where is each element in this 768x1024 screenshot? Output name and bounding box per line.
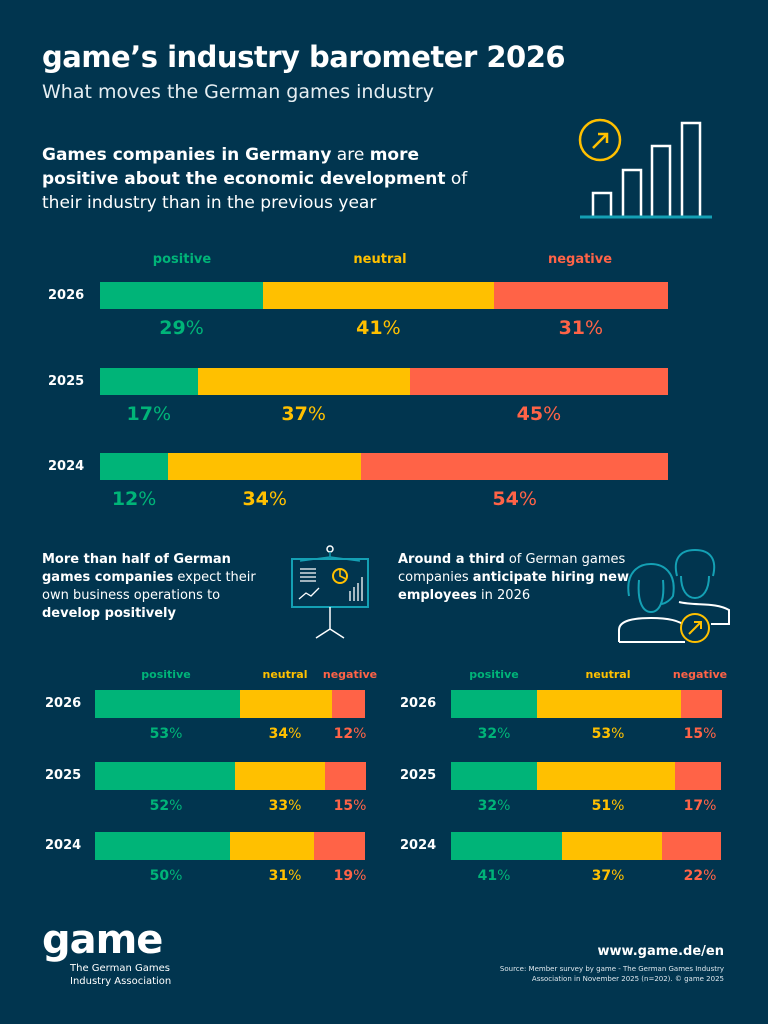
bar-segment-neutral bbox=[197, 368, 411, 395]
text-fragment: in 2026 bbox=[476, 588, 531, 603]
bar-segment-neutral bbox=[230, 832, 315, 860]
data-label-negative: 17% bbox=[683, 798, 717, 814]
bar-segment-positive bbox=[95, 762, 236, 790]
legend-positive: positive bbox=[469, 668, 519, 681]
bar-segment-neutral bbox=[235, 762, 325, 790]
bar-segment-negative bbox=[313, 832, 366, 860]
presentation-board-icon bbox=[291, 545, 369, 639]
bar-segment-neutral bbox=[561, 832, 663, 860]
data-label-neutral: 34% bbox=[268, 726, 302, 742]
text-fragment: More than half of German games companies bbox=[42, 552, 231, 585]
data-label-positive: 12% bbox=[111, 488, 157, 510]
data-label-positive: 53% bbox=[149, 726, 183, 742]
legend-neutral: neutral bbox=[585, 668, 631, 681]
data-label-negative: 31% bbox=[558, 317, 604, 339]
website-link[interactable]: www.game.de/en bbox=[597, 944, 724, 959]
year-label: 2026 bbox=[45, 696, 82, 711]
bar-segment-neutral bbox=[537, 762, 676, 790]
bar-segment-negative bbox=[324, 762, 366, 790]
bar-segment-negative bbox=[409, 368, 669, 395]
data-label-negative: 15% bbox=[683, 726, 717, 742]
data-label-neutral: 37% bbox=[591, 868, 625, 884]
text-fragment: develop positively bbox=[42, 606, 176, 621]
year-label: 2024 bbox=[400, 838, 437, 853]
text-fragment: of their industry than in the previous y… bbox=[42, 169, 468, 213]
left-section-text: More than half of German games companies… bbox=[42, 551, 282, 623]
page-title: game’s industry barometer 2026 bbox=[42, 40, 566, 74]
bar-segment-negative bbox=[661, 832, 722, 860]
data-label-positive: 41% bbox=[477, 868, 511, 884]
page-subtitle: What moves the German games industry bbox=[42, 81, 434, 103]
data-label-negative: 22% bbox=[683, 868, 717, 884]
bar-segment-positive bbox=[100, 282, 264, 309]
bar-segment-positive bbox=[100, 453, 169, 480]
text-fragment: Games companies in Germany bbox=[42, 145, 332, 165]
text-fragment: expect their own business operations to bbox=[42, 570, 256, 603]
text-fragment: more positive about the economic develop… bbox=[42, 145, 446, 189]
bar-segment-positive bbox=[451, 832, 563, 860]
text-fragment: of German games companies bbox=[398, 552, 626, 585]
text-fragment: are bbox=[331, 145, 370, 165]
data-label-negative: 15% bbox=[333, 798, 367, 814]
bar-segment-neutral bbox=[263, 282, 495, 309]
data-label-positive: 32% bbox=[477, 798, 511, 814]
logo-subtitle-line-2: Industry Association bbox=[70, 976, 172, 987]
bar-segment-positive bbox=[451, 690, 538, 718]
data-label-negative: 19% bbox=[333, 868, 367, 884]
data-label-neutral: 37% bbox=[281, 403, 326, 425]
data-label-negative: 45% bbox=[516, 403, 562, 425]
bar-segment-neutral bbox=[537, 690, 681, 718]
bar-segment-positive bbox=[451, 762, 538, 790]
year-label: 2025 bbox=[400, 768, 437, 783]
year-label: 2025 bbox=[45, 768, 82, 783]
year-label: 2026 bbox=[48, 287, 85, 303]
logo-subtitle-line-1: The German Games bbox=[70, 963, 170, 974]
bar-segment-neutral bbox=[239, 690, 333, 718]
text-fragment: anticipate hiring new employees bbox=[398, 570, 629, 603]
game-logo: game bbox=[42, 917, 163, 963]
bar-segment-positive bbox=[95, 690, 241, 718]
data-label-neutral: 41% bbox=[356, 317, 401, 339]
logo-subtitle: The German Games Industry Association bbox=[70, 962, 171, 988]
data-label-negative: 54% bbox=[492, 488, 537, 510]
bar-segment-positive bbox=[100, 368, 199, 395]
year-label: 2024 bbox=[45, 838, 82, 853]
legend-positive: positive bbox=[141, 668, 191, 681]
data-label-neutral: 51% bbox=[591, 798, 625, 814]
bar-segment-negative bbox=[361, 453, 669, 480]
year-label: 2025 bbox=[48, 373, 85, 389]
legend-neutral: neutral bbox=[262, 668, 308, 681]
data-label-neutral: 31% bbox=[268, 868, 302, 884]
source-note: Source: Member survey by game - The Germ… bbox=[464, 964, 724, 984]
source-line-2: Association in November 2025 (n=202). © … bbox=[531, 975, 724, 983]
data-label-neutral: 33% bbox=[268, 798, 302, 814]
year-label: 2026 bbox=[400, 696, 437, 711]
data-label-positive: 50% bbox=[149, 868, 183, 884]
source-line-1: Source: Member survey by game - The Germ… bbox=[499, 965, 724, 973]
data-label-positive: 52% bbox=[149, 798, 183, 814]
legend-negative: negative bbox=[672, 668, 728, 681]
data-label-positive: 17% bbox=[126, 403, 172, 425]
right-section-text: Around a third of German games companies… bbox=[398, 551, 638, 605]
bar-segment-negative bbox=[680, 690, 722, 718]
text-fragment: Around a third bbox=[398, 552, 505, 567]
bar-chart-growth-icon bbox=[578, 118, 712, 219]
bar-segment-positive bbox=[95, 832, 231, 860]
data-label-positive: 32% bbox=[477, 726, 511, 742]
legend-positive: positive bbox=[152, 252, 212, 267]
data-label-negative: 12% bbox=[333, 726, 367, 742]
bar-segment-negative bbox=[493, 282, 669, 309]
headline: Games companies in Germany are more posi… bbox=[42, 143, 492, 215]
data-label-neutral: 53% bbox=[591, 726, 625, 742]
legend-neutral: neutral bbox=[353, 252, 407, 267]
legend-negative: negative bbox=[547, 252, 613, 267]
data-label-positive: 29% bbox=[159, 317, 204, 339]
bar-segment-negative bbox=[675, 762, 722, 790]
year-label: 2024 bbox=[48, 458, 85, 474]
bar-segment-neutral bbox=[168, 453, 362, 480]
legend-negative: negative bbox=[322, 668, 378, 681]
bar-segment-negative bbox=[332, 690, 366, 718]
data-label-neutral: 34% bbox=[242, 488, 287, 510]
people-growth-icon bbox=[618, 548, 730, 643]
